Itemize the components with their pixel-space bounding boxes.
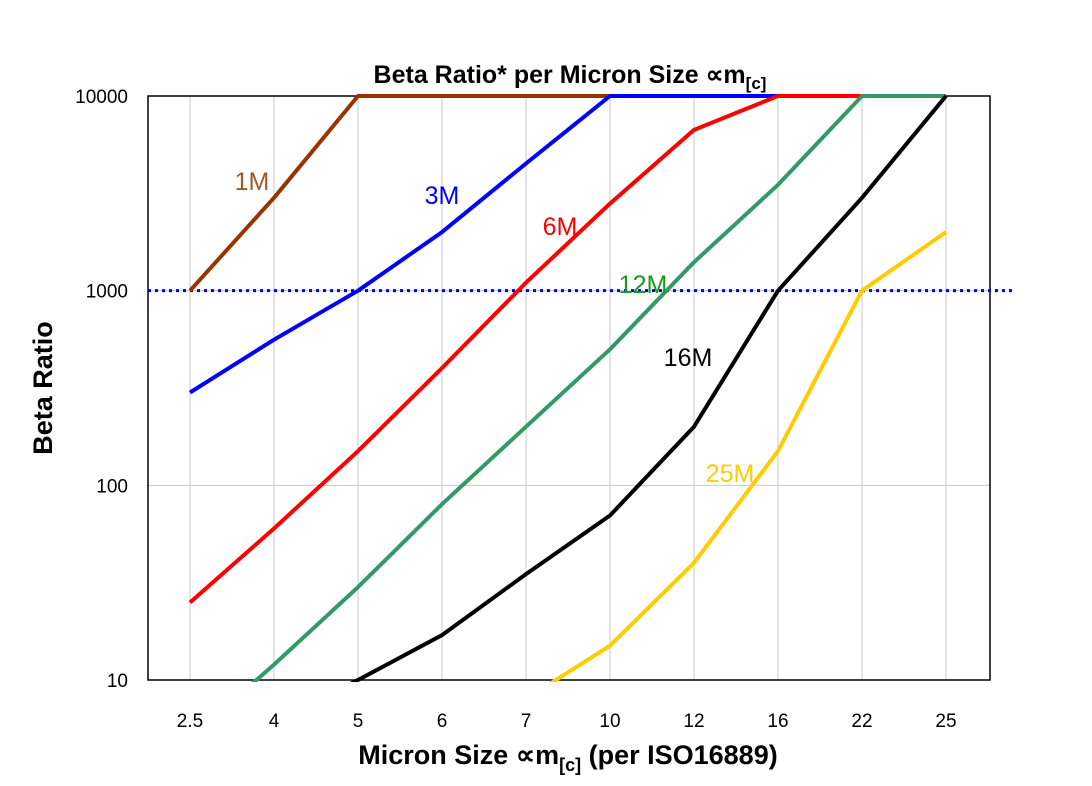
series-label-6M: 6M bbox=[543, 213, 578, 241]
x-tick-label: 7 bbox=[521, 711, 532, 732]
x-tick-label: 22 bbox=[851, 711, 872, 732]
series-label-1M: 1M bbox=[235, 168, 270, 196]
series-line-12M bbox=[251, 94, 946, 682]
series-label-3M: 3M bbox=[425, 182, 460, 210]
x-axis-label: Micron Size ∝m[c] (per ISO16889) bbox=[358, 740, 777, 775]
series-line-25M bbox=[548, 230, 948, 682]
y-tick-label: 100 bbox=[96, 476, 128, 497]
x-tick-label: 5 bbox=[353, 711, 364, 732]
chart-title: Beta Ratio* per Micron Size ∝m[c] bbox=[374, 61, 767, 93]
x-tick-label: 6 bbox=[437, 711, 448, 732]
x-tick-label: 4 bbox=[269, 711, 280, 732]
x-tick-label: 10 bbox=[599, 711, 620, 732]
series-label-12M: 12M bbox=[619, 271, 668, 299]
series-label-25M: 25M bbox=[706, 460, 755, 488]
x-tick-label: 2.5 bbox=[177, 711, 203, 732]
x-tick-label: 12 bbox=[683, 711, 704, 732]
x-tick-labels: 2.5 4 5 6 7 10 12 16 22 25 bbox=[177, 711, 957, 732]
y-tick-label: 10000 bbox=[75, 87, 128, 108]
y-tick-label: 1000 bbox=[86, 282, 128, 303]
x-tick-label: 25 bbox=[935, 711, 956, 732]
y-axis-label: Beta Ratio bbox=[28, 321, 58, 455]
y-tick-labels: 10000 1000 100 10 bbox=[75, 87, 128, 692]
series-line-16M bbox=[349, 94, 948, 682]
series-line-6M bbox=[188, 94, 946, 605]
y-tick-label: 10 bbox=[107, 671, 128, 692]
series-labels: 1M 3M 6M 12M 16M 25M bbox=[235, 168, 755, 488]
series-group bbox=[188, 94, 948, 682]
series-label-16M: 16M bbox=[664, 344, 713, 372]
x-tick-label: 16 bbox=[767, 711, 788, 732]
